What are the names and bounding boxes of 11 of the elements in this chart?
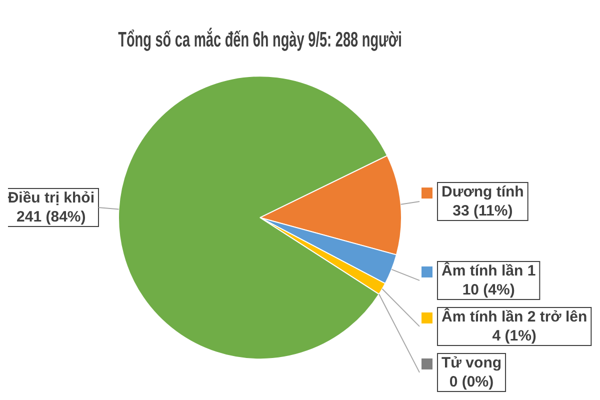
legend-label: Âm tính lần 1 <box>441 262 536 280</box>
data-label: 241 (84%) <box>16 208 86 226</box>
data-label: 4 (1%) <box>492 328 536 345</box>
data-label: 10 (4%) <box>462 282 515 299</box>
legend-label: Dương tính <box>442 184 524 201</box>
chart-title: Tổng số ca mắc đến 6h ngày 9/5: 288 người <box>118 27 402 52</box>
slice-label: Điều trị khỏi <box>8 190 95 207</box>
legend-label: Tử vong <box>441 354 502 372</box>
data-label: 33 (11%) <box>452 202 513 220</box>
text: 0 (0%) <box>449 374 494 391</box>
legend-label: Âm tính lần 2 trở lên <box>441 308 588 326</box>
